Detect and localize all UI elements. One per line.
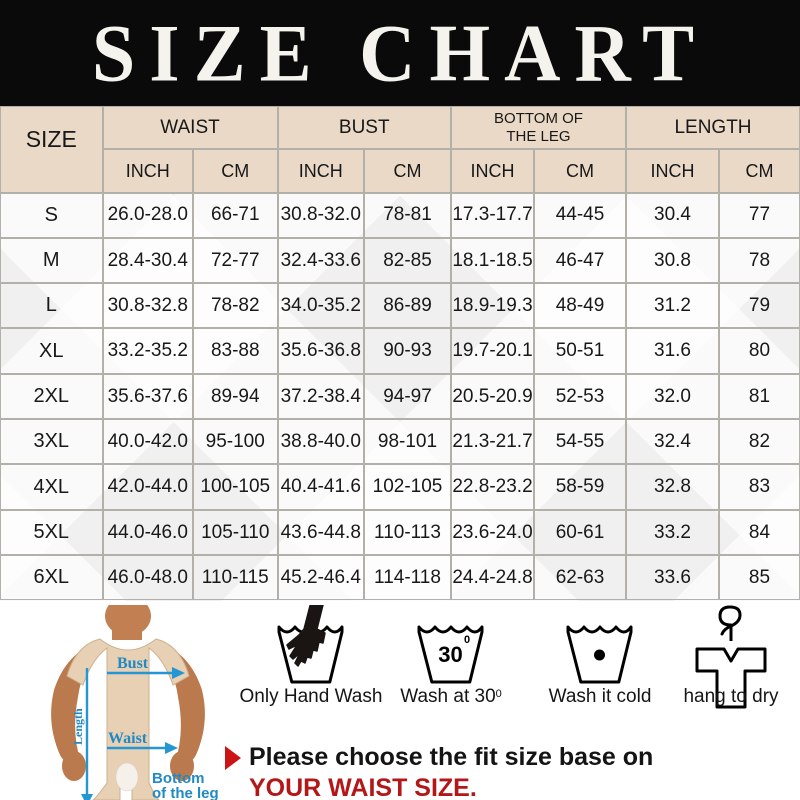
svg-text:Only Hand Wash: Only Hand Wash xyxy=(240,686,383,707)
svg-text:Wash at 300: Wash at 300 xyxy=(400,686,502,707)
svg-text:30: 30 xyxy=(438,642,462,667)
svg-text:0: 0 xyxy=(464,634,470,646)
svg-text:Wash it cold: Wash it cold xyxy=(549,686,652,707)
svg-text:hang to dry: hang to dry xyxy=(683,686,779,707)
svg-text:Waist: Waist xyxy=(108,730,148,747)
svg-text:of the leg: of the leg xyxy=(152,785,219,800)
